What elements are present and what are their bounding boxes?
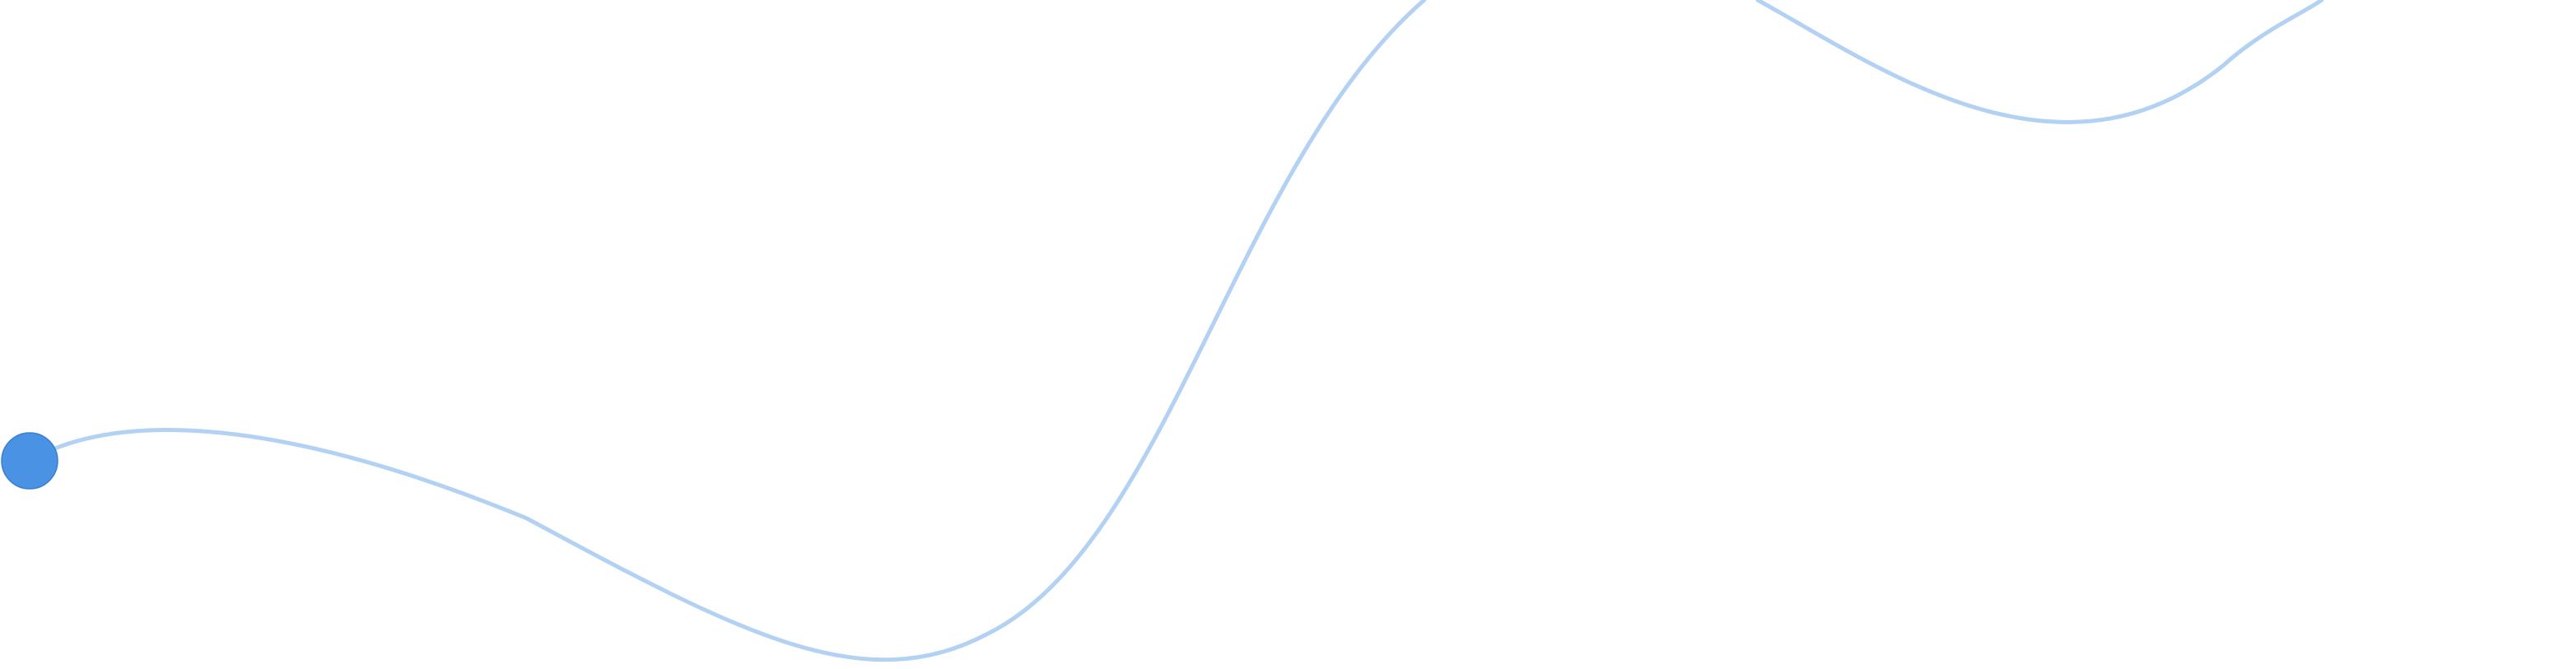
start-point-marker[interactable] — [1, 432, 58, 490]
wavy-guide-line — [27, 0, 2324, 662]
